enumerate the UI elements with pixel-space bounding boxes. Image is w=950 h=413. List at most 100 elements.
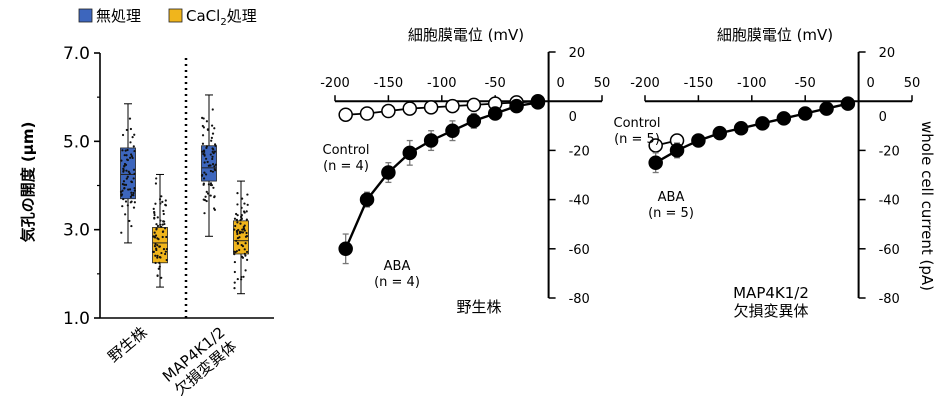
series-aba (648, 96, 856, 174)
data-dot (246, 258, 249, 261)
data-dot (240, 278, 243, 281)
data-dot (125, 128, 128, 132)
data-dot (159, 202, 162, 205)
data-dot (204, 195, 207, 198)
data-dot (240, 216, 243, 219)
y-tick-label: -80 (569, 292, 590, 307)
data-dot (158, 265, 161, 268)
data-dot (244, 242, 247, 245)
series-line (345, 100, 538, 116)
data-dot (156, 244, 159, 247)
data-dot (125, 154, 128, 157)
data-point (733, 121, 749, 136)
box-iqr (120, 147, 136, 200)
data-point (712, 125, 728, 141)
data-dot (128, 188, 132, 191)
data-dot (235, 239, 238, 242)
y-tick-label: -60 (569, 243, 590, 258)
data-dot (201, 116, 204, 119)
x-tick-label: -150 (684, 76, 714, 91)
x-tick-label: 50 (904, 76, 921, 91)
data-dot (120, 159, 123, 162)
data-dot (162, 212, 165, 216)
data-dot (233, 270, 236, 274)
data-dot (133, 172, 136, 175)
data-dot (122, 180, 126, 183)
data-point (509, 98, 524, 114)
data-dot (156, 237, 159, 240)
data-point (402, 101, 418, 116)
data-dot (235, 230, 239, 234)
series-label-control: Control (323, 143, 370, 158)
data-dot (159, 223, 162, 226)
data-dot (209, 194, 212, 197)
data-point (338, 107, 353, 122)
data-dot (126, 175, 129, 178)
x-tick-label: -150 (374, 76, 404, 91)
data-point (466, 113, 482, 129)
data-dot (212, 207, 216, 210)
data-dot (162, 248, 166, 251)
data-dot (203, 212, 206, 215)
data-dot (156, 256, 159, 259)
data-dot (233, 287, 236, 290)
data-dot (205, 190, 208, 193)
data-dot (123, 154, 126, 157)
data-dot (127, 170, 130, 173)
data-dot (161, 235, 164, 239)
data-dot (213, 196, 216, 199)
data-dot (164, 203, 167, 207)
data-point (338, 241, 353, 257)
data-point (776, 111, 792, 126)
data-dot (207, 183, 211, 186)
data-dot (246, 203, 249, 206)
box-mutant-untreated (200, 94, 217, 237)
data-dot (158, 198, 162, 201)
data-dot (212, 186, 215, 189)
data-dot (210, 136, 213, 139)
data-dot (242, 228, 245, 231)
x-tick-label: 0 (866, 76, 874, 91)
y-tick-label: 20 (879, 46, 896, 61)
data-dot (165, 247, 169, 251)
data-dot (160, 276, 163, 279)
data-dot (238, 232, 242, 235)
data-dot (124, 200, 128, 203)
data-point (648, 155, 663, 170)
data-dot (153, 236, 157, 239)
data-dot (243, 224, 246, 227)
data-dot (156, 216, 159, 219)
data-dot (158, 261, 161, 265)
data-dot (121, 183, 124, 186)
data-dot (153, 231, 156, 234)
data-dot (243, 202, 246, 205)
data-dot (157, 267, 160, 270)
data-dot (126, 148, 129, 152)
data-dot (128, 117, 132, 120)
y-tick-label: -80 (879, 292, 900, 307)
data-dot (124, 183, 128, 186)
data-dot (132, 168, 136, 171)
data-dot (122, 170, 125, 173)
data-dot (127, 188, 130, 191)
data-point (359, 192, 375, 207)
data-dot (159, 219, 162, 222)
data-dot (164, 227, 167, 230)
data-dot (132, 206, 136, 209)
data-dot (241, 231, 245, 234)
data-dot (203, 171, 206, 174)
data-point (797, 106, 813, 121)
data-dot (133, 149, 136, 153)
data-dot (156, 274, 159, 277)
data-dot (153, 217, 156, 220)
y-axis-label: whole cell current (pA) (918, 121, 936, 291)
data-dot (233, 281, 236, 284)
data-point (691, 133, 706, 148)
data-dot (245, 218, 248, 221)
group-label-wildtype: 野生株 (105, 323, 151, 366)
stomatal-aperture-boxplot: 無処理 CaCl2処理 気孔の開度 (μm) 1.03.05.07.0 野生株 … (19, 7, 274, 399)
data-dot (126, 204, 129, 207)
data-dot (235, 218, 239, 221)
box-wildtype-untreated (119, 103, 136, 244)
